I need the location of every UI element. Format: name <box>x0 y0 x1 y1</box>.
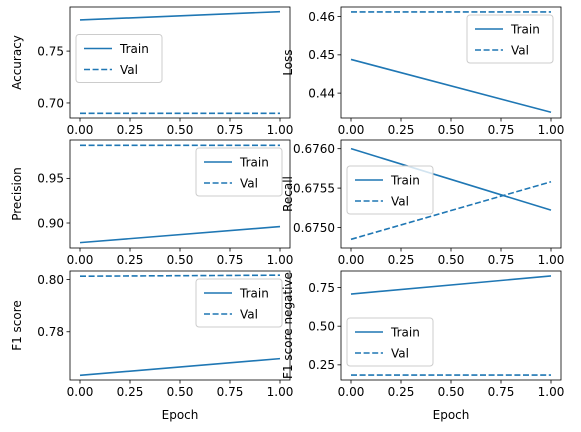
accuracy-train-line <box>79 10 281 21</box>
f1-score-negative-x-tick-label: 0.75 <box>488 385 515 399</box>
recall-x-tick-label: 0.75 <box>488 253 515 267</box>
loss-y-tick-label: 0.45 <box>308 48 335 62</box>
f1-score-legend: Train Val <box>195 278 283 328</box>
accuracy-x-tick-label: 1.00 <box>267 123 294 137</box>
loss-y-tick-label: 0.46 <box>308 10 335 24</box>
f1-score-negative-y-tick-label: 0.25 <box>308 358 335 372</box>
accuracy-x-tick-label: 0.50 <box>167 123 194 137</box>
accuracy-legend-train-label: Train <box>119 42 149 56</box>
f1-score-x-tick-label: 1.00 <box>267 385 294 399</box>
f1-score-negative-x-tick-label: 0.25 <box>388 385 415 399</box>
accuracy-legend-box <box>75 34 163 83</box>
f1-score-x-tick-label: 0.25 <box>117 385 144 399</box>
precision-x-tick-label: 0.50 <box>167 253 194 267</box>
precision-legend-box <box>195 147 283 197</box>
accuracy-panel: 0.00 0.25 0.50 0.75 1.00 0.70 0.75 Accuracy Trai… <box>10 6 294 137</box>
f1-score-y-tick-label: 0.80 <box>37 273 64 287</box>
f1-score-x-tick-label: 0.75 <box>217 385 244 399</box>
accuracy-y-tick-label: 0.75 <box>37 44 64 58</box>
accuracy-x-tick-label: 0.00 <box>67 123 94 137</box>
recall-x-tick-label: 1.00 <box>538 253 565 267</box>
f1-score-negative-y-tick-label: 0.50 <box>308 319 335 333</box>
recall-x-tick-label: 0.25 <box>388 253 415 267</box>
loss-legend-train-label: Train <box>510 22 540 36</box>
loss-legend-val-label: Val <box>511 43 529 57</box>
f1-score-negative-legend: Train Val <box>346 317 434 367</box>
accuracy-y-tick-label: 0.70 <box>37 96 64 110</box>
precision-y-tick-label: 0.95 <box>37 172 64 186</box>
recall-legend-box <box>346 165 434 215</box>
f1-score-negative-y-tick-label: 0.75 <box>308 281 335 295</box>
recall-panel: 0.00 0.25 0.50 0.75 1.00 0.6750 0.6755 0.6760 Re… <box>281 139 565 267</box>
recall-legend: Train Val <box>346 165 434 215</box>
f1-score-x-tick-label: 0.50 <box>167 385 194 399</box>
recall-legend-val-label: Val <box>391 194 409 208</box>
recall-x-tick-label: 0.00 <box>338 253 365 267</box>
f1-score-negative-x-tick-label: 0.00 <box>338 385 365 399</box>
accuracy-legend: Train Val <box>75 34 163 83</box>
accuracy-y-axis-label: Accuracy <box>10 35 24 90</box>
recall-y-tick-label: 0.6750 <box>293 221 335 235</box>
precision-legend-val-label: Val <box>240 176 258 190</box>
f1-score-y-tick-label: 0.78 <box>37 325 64 339</box>
recall-x-tick-label: 0.50 <box>438 253 465 267</box>
recall-legend-train-label: Train <box>390 173 420 187</box>
precision-train-line <box>79 225 281 244</box>
f1-score-legend-val-label: Val <box>240 307 258 321</box>
f1-score-x-axis-label: Epoch <box>162 408 199 422</box>
precision-x-tick-label: 0.00 <box>67 253 94 267</box>
f1-score-negative-x-tick-label: 1.00 <box>538 385 565 399</box>
f1-score-negative-train-line <box>350 275 552 295</box>
f1-score-panel: 0.00 0.25 0.50 0.75 1.00 0.78 0.80 F1 score Epoc… <box>10 270 294 422</box>
accuracy-legend-val-label: Val <box>120 63 138 77</box>
loss-y-axis-label: Loss <box>281 49 295 75</box>
f1-score-negative-x-tick-label: 0.50 <box>438 385 465 399</box>
loss-legend: Train Val <box>466 14 554 64</box>
loss-x-tick-label: 1.00 <box>538 123 565 137</box>
precision-legend-train-label: Train <box>239 155 269 169</box>
precision-x-tick-label: 0.75 <box>217 253 244 267</box>
precision-x-tick-label: 0.25 <box>117 253 144 267</box>
f1-score-negative-x-axis-label: Epoch <box>433 408 470 422</box>
f1-score-train-line <box>79 357 281 377</box>
f1-score-negative-legend-train-label: Train <box>390 325 420 339</box>
f1-score-legend-box <box>195 278 283 328</box>
loss-x-tick-label: 0.75 <box>488 123 515 137</box>
f1-score-negative-y-axis-label: F1 score negative <box>281 272 295 379</box>
loss-x-tick-label: 0.50 <box>438 123 465 137</box>
loss-x-tick-label: 0.25 <box>388 123 415 137</box>
precision-legend: Train Val <box>195 147 283 197</box>
recall-y-tick-label: 0.6755 <box>293 181 335 195</box>
recall-y-axis-label: Recall <box>281 176 295 212</box>
f1-score-y-axis-label: F1 score <box>10 300 24 351</box>
precision-y-tick-label: 0.90 <box>37 216 64 230</box>
f1-score-negative-legend-box <box>346 317 434 367</box>
precision-panel: 0.00 0.25 0.50 0.75 1.00 0.90 0.95 Precision Tra… <box>10 139 294 267</box>
loss-legend-box <box>466 14 554 64</box>
f1-score-legend-train-label: Train <box>239 286 269 300</box>
accuracy-x-tick-label: 0.25 <box>117 123 144 137</box>
precision-y-axis-label: Precision <box>10 167 24 221</box>
f1-score-val-line <box>79 274 281 278</box>
loss-train-line <box>350 58 552 114</box>
loss-x-tick-label: 0.00 <box>338 123 365 137</box>
recall-train-line <box>350 147 552 211</box>
loss-panel: 0.00 0.25 0.50 0.75 1.00 0.44 0.45 0.46 Loss Trai… <box>281 6 565 137</box>
loss-y-tick-label: 0.44 <box>308 86 335 100</box>
f1-score-negative-legend-val-label: Val <box>391 346 409 360</box>
f1-score-x-tick-label: 0.00 <box>67 385 94 399</box>
recall-y-tick-label: 0.6760 <box>293 142 335 156</box>
recall-val-line <box>350 181 552 241</box>
accuracy-x-tick-label: 0.75 <box>217 123 244 137</box>
precision-x-tick-label: 1.00 <box>267 253 294 267</box>
